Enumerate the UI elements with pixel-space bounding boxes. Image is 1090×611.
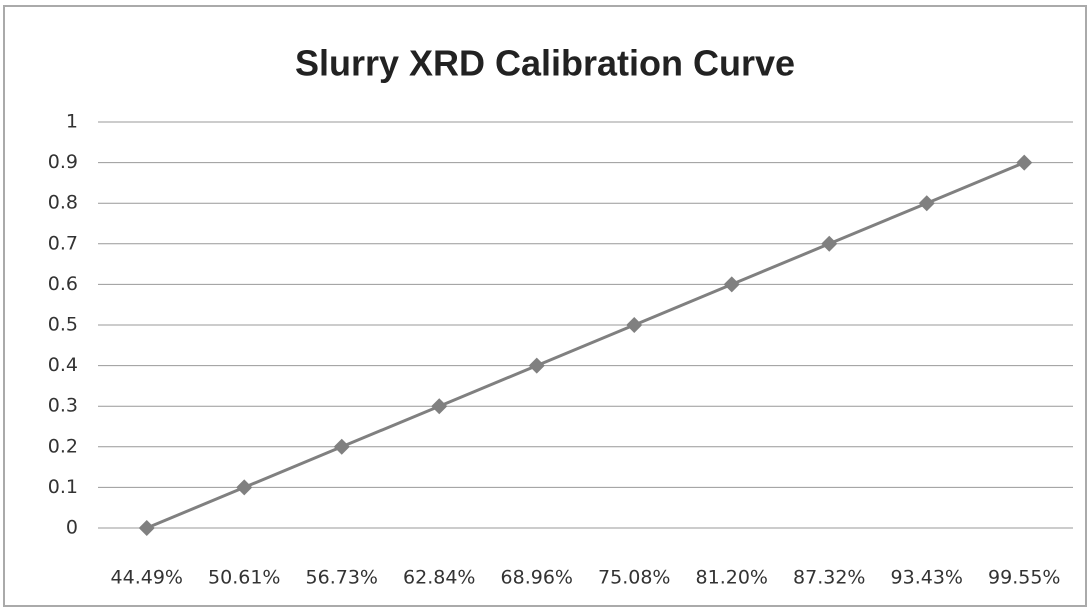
x-tick-label: 99.55% (988, 567, 1060, 589)
x-tick-label: 62.84% (403, 567, 475, 589)
y-tick-label: 0.5 (48, 314, 78, 336)
chart-title: Slurry XRD Calibration Curve (295, 43, 795, 84)
x-tick-label: 87.32% (793, 567, 865, 589)
y-tick-label: 1 (66, 111, 78, 133)
x-tick-label: 81.20% (696, 567, 768, 589)
y-tick-label: 0.9 (48, 151, 78, 173)
marker (1016, 154, 1033, 171)
marker (918, 195, 935, 212)
marker (528, 357, 545, 374)
line (146, 161, 1025, 530)
marker (723, 276, 740, 293)
x-tick-label: 75.08% (598, 567, 670, 589)
y-tick-label: 0.3 (48, 395, 78, 417)
x-tick-label: 56.73% (306, 567, 378, 589)
x-tick-label: 44.49% (111, 567, 183, 589)
chart-border (3, 5, 1087, 607)
y-tick-label: 0.6 (48, 273, 78, 295)
marker (333, 438, 350, 455)
y-tick-label: 0 (66, 517, 78, 539)
marker (431, 398, 448, 415)
y-tick-label: 0.2 (48, 435, 78, 457)
marker (626, 317, 643, 333)
x-tick-label: 50.61% (208, 567, 280, 589)
y-tick-label: 0.8 (48, 192, 78, 214)
marker (138, 520, 155, 536)
x-tick-label: 68.96% (501, 567, 573, 589)
x-tick-label: 93.43% (891, 567, 963, 589)
y-tick-label: 0.1 (48, 476, 78, 498)
y-tick-label: 0.7 (48, 232, 78, 254)
y-tick-label: 0.4 (48, 354, 78, 376)
marker (236, 479, 253, 496)
marker (821, 235, 838, 252)
